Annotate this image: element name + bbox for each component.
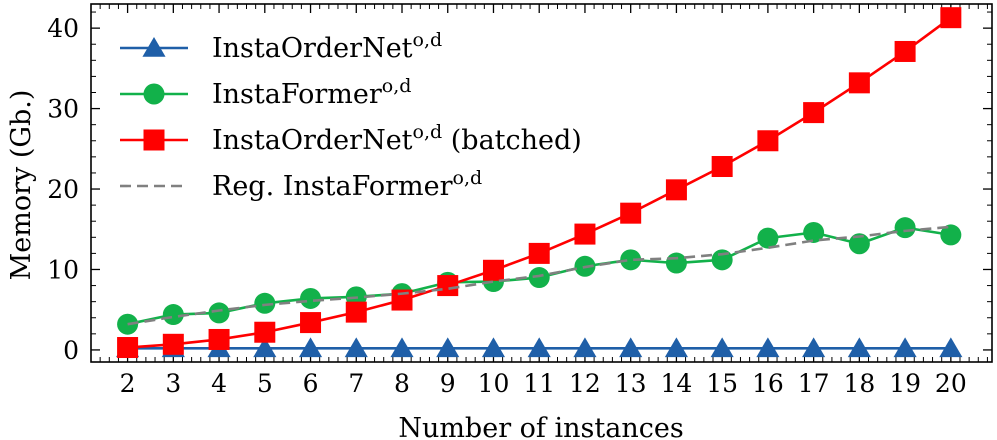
- y-tick-label: 10: [47, 255, 79, 284]
- series-2-point: [711, 249, 733, 271]
- series-3-point: [254, 321, 276, 343]
- series-3-group: [117, 7, 962, 359]
- series-3-point: [848, 72, 870, 94]
- series-1-point: [847, 337, 871, 358]
- series-3-point: [208, 328, 230, 350]
- series-3-point: [345, 301, 367, 323]
- series-1-point: [298, 337, 323, 358]
- series-2-point: [848, 233, 870, 255]
- plot-frame: [90, 3, 993, 363]
- series-2-point: [894, 217, 916, 239]
- series-1-point: [390, 337, 414, 358]
- series-1-point: [619, 337, 643, 358]
- series-2-point: [757, 227, 779, 249]
- legend: InstaOrderNeto,d InstaFormero,d InstaOrder…: [120, 29, 582, 202]
- x-tick-label: 15: [706, 369, 738, 398]
- series-3-point: [300, 312, 322, 334]
- x-tick-label: 4: [211, 369, 227, 398]
- x-tick-label: 9: [440, 369, 456, 398]
- x-tick-label: 2: [120, 369, 136, 398]
- legend-label-3: InstaOrderNeto,d (batched): [212, 121, 582, 156]
- x-tick-label: 10: [478, 369, 510, 398]
- series-1-point: [939, 337, 963, 358]
- series-2-point: [665, 252, 687, 274]
- x-tick-label: 12: [569, 369, 601, 398]
- x-tick-label: 7: [348, 369, 364, 398]
- series-2-point: [300, 287, 322, 309]
- series-3-point: [162, 333, 184, 355]
- y-tick-label: 20: [47, 175, 79, 204]
- x-axis-label: Number of instances: [398, 413, 683, 440]
- series-2-point: [162, 304, 184, 326]
- series-4-line: [127, 225, 951, 326]
- series-2-point: [208, 302, 230, 324]
- series-3-point: [757, 130, 779, 152]
- series-1-point: [756, 337, 780, 358]
- series-1-point: [344, 337, 368, 358]
- series-2-point: [803, 221, 825, 243]
- series-3-point: [894, 40, 916, 62]
- series-3-point: [711, 156, 733, 178]
- series-3-point: [665, 179, 687, 201]
- x-tick-label: 11: [523, 369, 555, 398]
- series-3-point: [620, 202, 642, 224]
- series-1-point: [481, 337, 506, 358]
- x-tick-label: 16: [752, 369, 784, 398]
- series-3-point: [528, 242, 550, 264]
- series-4-group: [127, 225, 951, 326]
- y-tick-label: 30: [47, 95, 79, 124]
- series-1-point: [893, 337, 917, 358]
- series-3-point: [117, 337, 139, 359]
- series-2-point: [254, 292, 276, 314]
- legend-label-2: InstaFormero,d: [212, 75, 411, 110]
- series-1-point: [573, 337, 597, 358]
- series-2-point: [528, 267, 550, 289]
- series-1-point: [710, 337, 734, 358]
- series-1-point: [436, 337, 460, 358]
- legend-marker-1: [142, 37, 166, 57]
- y-tick-label: 0: [63, 336, 79, 365]
- x-tick-label: 19: [889, 369, 921, 398]
- series-1-point: [527, 337, 551, 358]
- series-3-point: [391, 289, 413, 311]
- series-3-point: [482, 259, 504, 281]
- y-tick-label: 40: [47, 14, 79, 43]
- series-3-point: [574, 223, 596, 245]
- x-tick-label: 20: [935, 369, 967, 398]
- series-3-point: [940, 7, 962, 29]
- y-axis-label: Memory (Gb.): [6, 90, 37, 281]
- series-2-point: [117, 313, 139, 335]
- legend-marker-2: [143, 83, 165, 105]
- x-tick-label: 13: [615, 369, 647, 398]
- legend-marker-3: [143, 129, 165, 151]
- legend-label-4: Reg. InstaFormero,d: [212, 167, 482, 202]
- x-tick-label: 6: [303, 369, 319, 398]
- series-1-group: [116, 337, 963, 358]
- series-1-point: [802, 337, 826, 358]
- series-1-point: [253, 337, 277, 358]
- series-1-point: [664, 337, 688, 358]
- series-3-point: [437, 275, 459, 297]
- x-tick-label: 8: [394, 369, 410, 398]
- series-3-point: [803, 102, 825, 124]
- x-tick-label: 3: [165, 369, 181, 398]
- series-2-point: [620, 249, 642, 271]
- x-tick-label: 5: [257, 369, 273, 398]
- series-2-point: [940, 224, 962, 246]
- x-tick-label: 17: [798, 369, 830, 398]
- x-tick-label: 14: [661, 369, 693, 398]
- x-tick-label: 18: [843, 369, 875, 398]
- legend-label-1: InstaOrderNeto,d: [212, 29, 442, 64]
